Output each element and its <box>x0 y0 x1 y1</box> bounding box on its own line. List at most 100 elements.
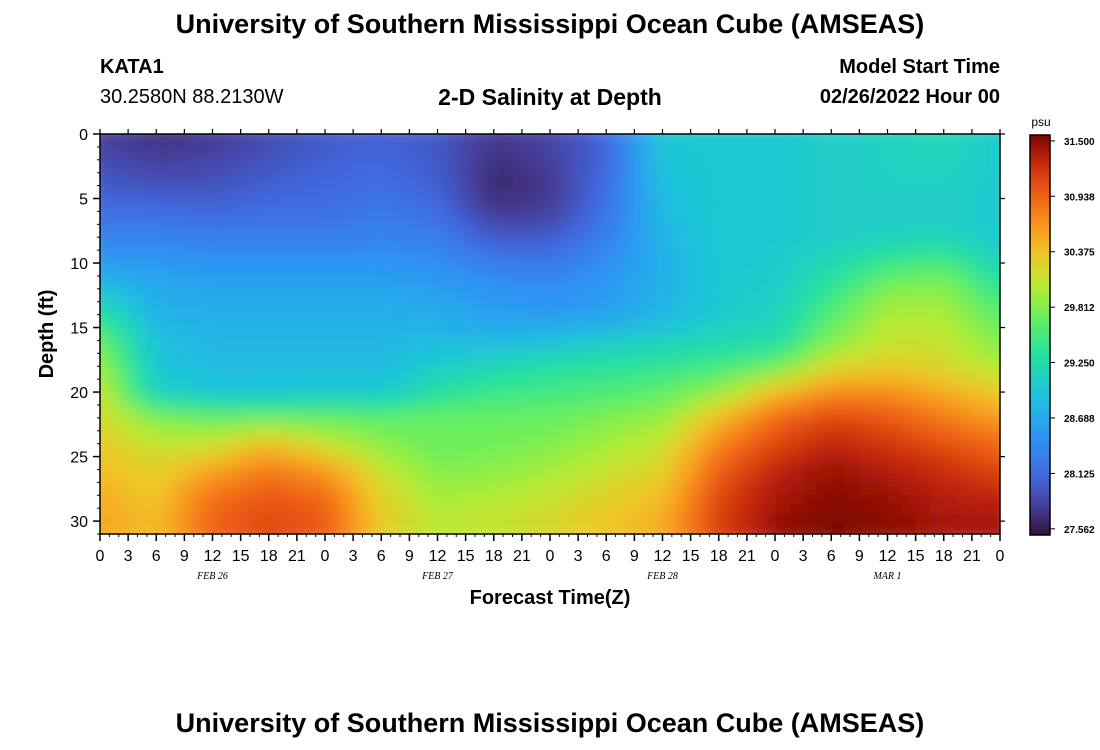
heatmap-cell <box>817 214 833 225</box>
heatmap-cell <box>100 454 101 465</box>
heatmap-cell <box>887 414 903 425</box>
heatmap-cell <box>648 384 664 395</box>
heatmap-cell <box>353 434 368 445</box>
heatmap-cell <box>831 214 847 225</box>
heatmap-cell <box>845 434 861 445</box>
heatmap-cell <box>845 234 861 245</box>
heatmap-cell <box>128 354 143 365</box>
heatmap-cell <box>620 224 636 235</box>
heatmap-cell <box>240 524 256 534</box>
heatmap-cell <box>732 344 748 355</box>
heatmap-cell <box>873 324 889 335</box>
heatmap-cell <box>620 384 636 395</box>
heatmap-cell <box>212 184 228 195</box>
heatmap-cell <box>184 244 200 255</box>
heatmap-cell <box>746 424 762 435</box>
heatmap-cell <box>296 154 312 165</box>
heatmap-cell <box>578 484 593 495</box>
heatmap-cell <box>634 134 650 145</box>
y-tick-label: 30 <box>70 514 88 531</box>
heatmap-cell <box>957 284 973 295</box>
heatmap-cell <box>592 244 608 255</box>
heatmap-cell <box>142 134 158 135</box>
heatmap-cell <box>282 504 298 515</box>
heatmap-cell <box>789 324 804 335</box>
heatmap-cell <box>521 314 537 325</box>
heatmap-cell <box>325 384 340 395</box>
heatmap-cell <box>268 374 284 385</box>
heatmap-cell <box>929 294 945 305</box>
heatmap-cell <box>100 524 101 534</box>
heatmap-cell <box>423 354 439 365</box>
heatmap-cell <box>887 254 903 265</box>
heatmap-cell <box>985 284 1000 295</box>
heatmap-cell <box>704 394 720 405</box>
heatmap-cell <box>915 404 931 415</box>
heatmap-cell <box>760 464 776 475</box>
heatmap-cell <box>648 144 664 155</box>
heatmap-cell <box>564 454 579 465</box>
heatmap-cell <box>845 184 861 195</box>
heatmap-cell <box>564 294 579 305</box>
heatmap-cell <box>142 144 158 155</box>
heatmap-cell <box>100 384 115 395</box>
heatmap-cell <box>971 164 987 175</box>
heatmap-cell <box>592 134 608 135</box>
heatmap-cell <box>282 174 298 185</box>
heatmap-cell <box>212 484 228 495</box>
heatmap-cell <box>732 234 748 245</box>
heatmap-cell <box>901 374 917 385</box>
heatmap-cell <box>128 154 143 165</box>
heatmap-cell <box>859 314 875 325</box>
heatmap-cell <box>254 224 270 235</box>
heatmap-cell <box>282 204 298 215</box>
heatmap-cell <box>100 484 115 495</box>
heatmap-cell <box>170 234 186 245</box>
heatmap-cell <box>634 474 650 485</box>
heatmap-cell <box>507 224 523 235</box>
heatmap-cell <box>479 494 495 505</box>
heatmap-cell <box>268 324 284 335</box>
heatmap-cell <box>507 284 523 295</box>
heatmap-cell <box>887 314 903 325</box>
heatmap-cell <box>128 344 143 355</box>
heatmap-cell <box>831 274 847 285</box>
heatmap-cell <box>789 434 804 445</box>
heatmap-cell <box>100 364 101 375</box>
heatmap-cell <box>254 384 270 395</box>
heatmap-cell <box>381 334 397 345</box>
heatmap-cell <box>381 474 397 485</box>
heatmap-cell <box>620 254 636 265</box>
heatmap-cell <box>198 254 214 265</box>
heatmap-cell <box>634 204 650 215</box>
heatmap-cell <box>128 134 143 145</box>
heatmap-cell <box>423 424 439 435</box>
heatmap-cell <box>212 194 228 205</box>
heatmap-cell <box>142 184 158 195</box>
heatmap-cell <box>985 384 1000 395</box>
heatmap-cell <box>240 434 256 445</box>
heatmap-cell <box>184 264 200 275</box>
heatmap-cell <box>339 244 354 255</box>
heatmap-cell <box>817 174 833 185</box>
heatmap-cell <box>367 514 383 525</box>
day-label: FEB 26 <box>196 571 228 582</box>
heatmap-cell <box>268 134 284 145</box>
heatmap-cell <box>690 134 706 135</box>
heatmap-cell <box>817 204 833 215</box>
heatmap-cell <box>240 154 256 165</box>
heatmap-cell <box>465 134 481 145</box>
heatmap-cell <box>887 194 903 205</box>
heatmap-cell <box>789 384 804 395</box>
heatmap-cell <box>437 404 453 415</box>
heatmap-cell <box>479 244 495 255</box>
heatmap-cell <box>521 374 537 385</box>
heatmap-cell <box>100 504 115 515</box>
heatmap-cell <box>100 444 101 455</box>
heatmap-cell <box>310 374 326 385</box>
heatmap-cell <box>521 404 537 415</box>
heatmap-cell <box>873 194 889 205</box>
heatmap-cell <box>817 274 833 285</box>
heatmap-cell <box>226 134 242 135</box>
heatmap-cell <box>451 174 467 185</box>
